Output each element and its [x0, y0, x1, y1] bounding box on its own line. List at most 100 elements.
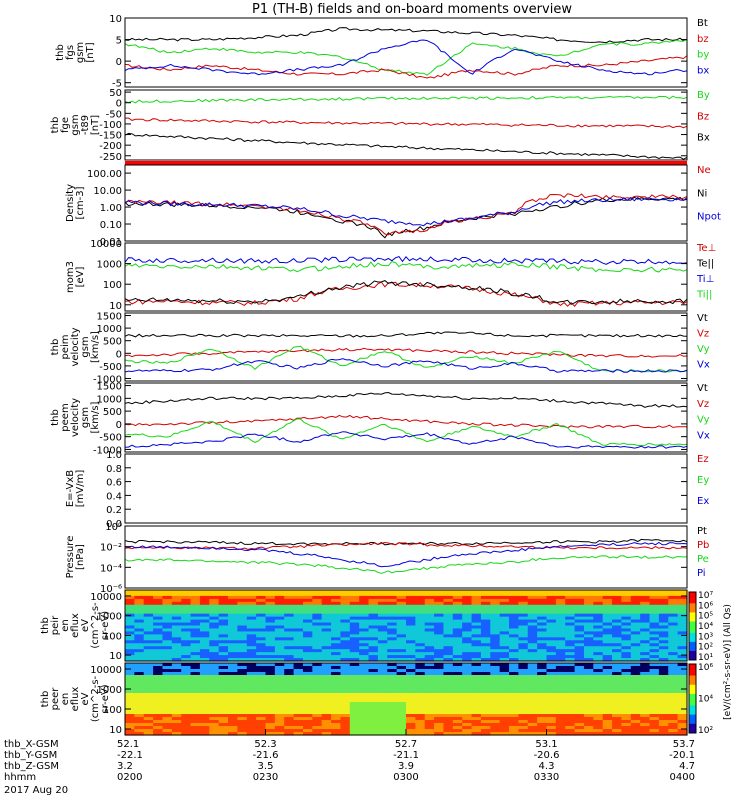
spectrogram-cell [162, 640, 173, 644]
spectrogram-cell [237, 604, 248, 609]
spectrogram-cell [162, 678, 173, 682]
spectrogram-cell [658, 643, 669, 647]
spectrogram-cell [677, 604, 688, 609]
spectrogram-cell [387, 613, 398, 618]
spectrogram-cell [302, 663, 313, 667]
spectrogram-cell [143, 592, 154, 597]
spectrogram-cell [499, 663, 510, 667]
y-axis-label: peim [60, 334, 71, 359]
spectrogram-cell [452, 720, 463, 724]
spectrogram-cell [602, 714, 613, 718]
spectrogram-cell [153, 699, 164, 703]
spectrogram-cell [668, 595, 679, 600]
spectrogram-cell [265, 631, 276, 635]
spectrogram-cell [490, 666, 501, 670]
spectrogram-cell [630, 619, 641, 624]
spectrogram-cell [190, 598, 201, 603]
spectrogram-cell [602, 604, 613, 609]
spectrogram-cell [199, 693, 210, 697]
spectrogram-cell [368, 595, 379, 600]
spectrogram-cell [415, 622, 426, 627]
spectrogram-cell [265, 675, 276, 679]
spectrogram-cell [218, 613, 229, 618]
spectrogram-cell [509, 592, 519, 597]
spectrogram-cell [125, 598, 135, 603]
spectrogram-cell [612, 684, 623, 688]
spectrogram-cell [199, 598, 210, 603]
spectrogram-cell [134, 658, 145, 662]
spectrogram-cell [265, 717, 276, 721]
spectrogram-cell [471, 622, 482, 627]
spectrogram-cell [649, 687, 660, 691]
spectrogram-cell [228, 732, 238, 736]
spectrogram-cell [640, 675, 651, 679]
spectrogram-cell [574, 723, 585, 727]
spectrogram-cell [387, 723, 398, 727]
spectrogram-cell [171, 732, 182, 736]
spectrogram-cell [143, 711, 154, 715]
spectrogram-cell [331, 696, 342, 700]
spectrogram-cell [340, 693, 351, 697]
colorbar-electron-segment [689, 698, 696, 702]
series-Vy [124, 345, 688, 373]
spectrogram-cell [480, 601, 491, 606]
spectrogram-cell [574, 669, 585, 673]
spectrogram-cell [228, 607, 238, 612]
spectrogram-cell [509, 732, 519, 736]
spectrogram-cell [443, 622, 454, 627]
spectrogram-cell [302, 634, 313, 638]
spectrogram-cell [621, 646, 632, 650]
spectrogram-cell [265, 663, 276, 667]
spectrogram-cell [246, 678, 257, 682]
spectrogram-cell [490, 625, 501, 630]
spectrogram-cell [565, 646, 576, 650]
spectrogram-cell [143, 601, 154, 606]
colorbar-ion-segment [689, 594, 696, 598]
spectrogram-cell [434, 592, 445, 597]
legend-entry: Te⊥ [696, 243, 716, 254]
spectrogram-cell [593, 693, 604, 697]
spectrogram-cell [583, 675, 594, 679]
spectrogram-cell [331, 592, 342, 597]
spectrogram-cell [424, 699, 435, 703]
legend-entry: bx [697, 65, 709, 76]
spectrogram-cell [349, 711, 360, 715]
spectrogram-cell [574, 714, 585, 718]
spectrogram-cell [125, 628, 135, 633]
spectrogram-cell [246, 699, 257, 703]
spectrogram-cell [209, 696, 220, 700]
spectrogram-cell [237, 678, 248, 682]
spectrogram-cell [546, 619, 557, 624]
spectrogram-cell [396, 655, 407, 659]
spectrogram-cell [527, 732, 538, 736]
spectrogram-cell [593, 652, 604, 656]
spectrogram-cell [658, 681, 669, 685]
spectrogram-cell [331, 652, 342, 656]
spectrogram-cell [612, 613, 623, 618]
spectrogram-cell [406, 610, 416, 615]
spectrogram-cell [462, 604, 473, 609]
spectrogram-cell [321, 702, 332, 706]
spectrogram-cell [677, 622, 688, 627]
spectrogram-cell [443, 604, 454, 609]
spectrogram-cell [162, 649, 173, 653]
spectrogram-cell [527, 592, 538, 597]
spectrogram-cell [293, 655, 304, 659]
spectrogram-cell [537, 616, 548, 621]
spectrogram-cell [265, 616, 276, 621]
spectrogram-cell [630, 649, 641, 653]
spectrogram-cell [509, 640, 519, 644]
spectrogram-cell [199, 613, 210, 618]
spectrogram-cell [565, 655, 576, 659]
spectrogram-cell [368, 649, 379, 653]
spectrogram-cell [555, 702, 566, 706]
spectrogram-cell [677, 601, 688, 606]
spectrogram-cell [546, 613, 557, 618]
spectrogram-cell [621, 628, 632, 633]
spectrogram-cell [424, 666, 435, 670]
spectrogram-cell [499, 604, 510, 609]
spectrogram-cell [190, 666, 201, 670]
x-row-value: 4.3 [539, 761, 555, 772]
spectrogram-cell [265, 711, 276, 715]
spectrogram-cell [256, 717, 267, 721]
